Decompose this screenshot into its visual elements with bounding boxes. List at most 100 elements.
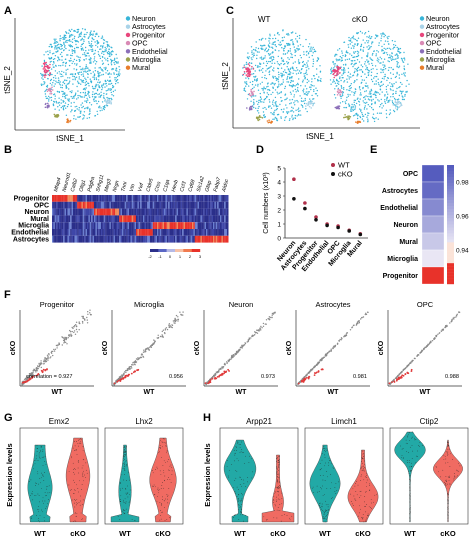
d-ytick-label: 4 — [277, 180, 281, 187]
tsne-c-wt-points — [242, 29, 322, 124]
f-correlation-label: 0.981 — [353, 374, 367, 380]
e-colorscale-step — [447, 191, 454, 195]
e-colorscale-step — [447, 197, 454, 201]
panel-g-letter: G — [4, 412, 13, 424]
d-ytick-label: 1 — [277, 222, 281, 229]
f-ylabel: cKO — [194, 340, 201, 355]
d-point-cko — [358, 232, 363, 237]
d-point-cko — [292, 197, 296, 201]
heatmap-row-label: Endothelial — [11, 230, 49, 237]
heatmap-gene-label: Meg3 — [104, 178, 113, 192]
e-colorscale-step — [447, 188, 454, 192]
e-colorscale-step — [447, 236, 454, 240]
g-gene-title: Lhx2 — [135, 417, 153, 426]
legend-swatch — [419, 32, 425, 38]
h-gene-title: Limch1 — [331, 417, 357, 426]
f-plot-title: Microglia — [134, 300, 165, 309]
tsne-a-legend: NeuronAstrocytesProgenitorOPCEndothelial… — [125, 14, 168, 72]
heatmap-gene-label: Vtn — [129, 183, 137, 192]
e-row-label: Microglia — [387, 256, 418, 263]
g-plot-frame — [19, 427, 99, 525]
d-ytick-label: 3 — [277, 194, 281, 201]
violin-shape — [309, 444, 341, 523]
panel-d-letter: D — [256, 144, 264, 156]
legend-label: Progenitor — [132, 30, 166, 39]
legend-swatch — [125, 16, 131, 21]
e-cell — [421, 198, 445, 217]
legend-label: Astrocytes — [132, 22, 166, 31]
h-group-label: cKO — [355, 529, 371, 538]
f-xlabel: WT — [144, 389, 156, 396]
legend-swatch — [125, 57, 131, 62]
e-colorscale-step — [447, 212, 454, 216]
f-correlation-label: 0.973 — [261, 374, 275, 380]
g-group-label: cKO — [70, 529, 86, 538]
heatmap-gene-label: Aldoc — [221, 178, 231, 193]
violin-shape — [433, 439, 463, 523]
heatmap-row-label: Mural — [30, 216, 49, 223]
panel-b-letter: B — [4, 144, 12, 156]
e-cell — [421, 164, 445, 183]
violin-shape — [110, 444, 140, 523]
panel-h-letter: H — [203, 412, 211, 424]
e-cell — [421, 249, 445, 268]
h-gene-title: Ctip2 — [420, 417, 439, 426]
colorscale-step — [191, 249, 201, 252]
f-ylabel: cKO — [378, 340, 385, 355]
colorscale-step — [166, 249, 176, 252]
d-legend-label: WT — [338, 161, 350, 170]
heatmap-gene-label: Ccl3 — [179, 181, 188, 193]
e-colorscale-step — [447, 263, 454, 267]
heatmap-b-cells — [52, 195, 229, 243]
heatmap-gene-label: Snhg11 — [95, 174, 105, 193]
colorscale-step — [158, 249, 167, 252]
d-point-wt — [303, 201, 307, 205]
heatmap-gene-label: Vwf — [137, 182, 145, 192]
panel-f-scatterplots: Progenitor cKO WT correlation = 0.927 Microg… — [10, 300, 462, 396]
f-correlation-label: 0.988 — [445, 374, 459, 380]
e-colorscale-step — [447, 227, 454, 231]
tsne-c-legend: NeuronAstrocytesProgenitorOPCEndothelial… — [419, 14, 462, 72]
e-colorscale-step — [447, 170, 454, 175]
heatmap-gene-label: Neurod1 — [62, 172, 73, 193]
e-colorscale-step — [447, 215, 454, 219]
heatmap-gene-label: Cldn5 — [146, 178, 155, 193]
legend-label: OPC — [426, 39, 442, 48]
heatmap-gene-label: Calb2 — [70, 178, 79, 193]
d-legend-label: cKO — [338, 170, 353, 179]
heatmap-gene-label: Slc1a2 — [196, 176, 206, 193]
panel-c-tsne: WT cKO tSNE_2 tSNE_1 NeuronAstrocytesPro… — [221, 14, 462, 141]
e-row-label: Progenitor — [383, 273, 419, 280]
heatmap-gene-label: Gfap — [204, 180, 213, 193]
e-colorscale-step — [447, 200, 454, 204]
legend-label: Neuron — [426, 14, 450, 23]
legend-label: Progenitor — [426, 30, 460, 39]
tsne-a-ylabel: tSNE_2 — [3, 66, 12, 94]
colorscale-tick: 3 — [199, 254, 202, 259]
legend-swatch — [419, 24, 425, 29]
e-cell — [421, 215, 445, 234]
e-colorscale-step — [447, 165, 454, 169]
legend-label: Mural — [132, 63, 150, 72]
h-group-label: WT — [234, 529, 246, 538]
e-colorscale-step — [447, 179, 454, 184]
tsne-c-wt-title: WT — [258, 15, 271, 24]
h-group-label: cKO — [440, 529, 456, 538]
heatmap-gene-label: Fabp7 — [213, 176, 223, 193]
legend-label: Astrocytes — [426, 22, 460, 31]
e-cell — [421, 181, 445, 200]
e-colorscale-step — [447, 233, 454, 237]
violin-shape — [65, 437, 91, 523]
legend-label: Endothelial — [426, 47, 462, 56]
colorscale-tick: -1 — [158, 254, 162, 259]
e-scale-tick: 0.98 — [456, 180, 469, 187]
panel-c-letter: C — [226, 5, 234, 17]
colorscale-step — [150, 249, 159, 252]
panel-e-letter: E — [370, 144, 377, 156]
panel-a-letter: A — [4, 5, 12, 17]
heatmap-gene-label: Cd68 — [188, 179, 197, 193]
f-ylabel: cKO — [102, 340, 109, 355]
legend-label: Microglia — [132, 55, 161, 64]
